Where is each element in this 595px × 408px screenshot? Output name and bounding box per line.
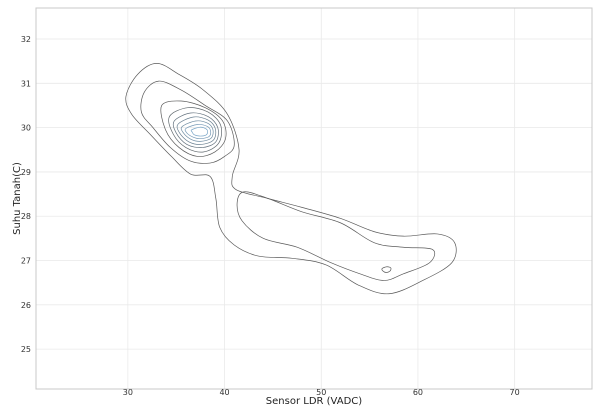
contour-level-1: [125, 63, 457, 295]
x-tick-70: 70: [510, 388, 520, 397]
x-axis-label: Sensor LDR (VADC): [266, 396, 362, 407]
contour-level-3: [236, 191, 436, 281]
y-tick-32: 32: [21, 35, 31, 44]
y-tick-25: 25: [21, 345, 31, 354]
y-tick-30: 30: [21, 124, 31, 133]
contour-level-2: [140, 80, 235, 164]
contour-level-6: [172, 112, 219, 148]
contour-level-7: [176, 116, 217, 145]
x-tick-30: 30: [123, 388, 133, 397]
x-tick-60: 60: [413, 388, 423, 397]
y-axis-label: Suhu Tanah(C): [12, 162, 23, 235]
contour-level-10: [190, 126, 208, 137]
y-tick-28: 28: [21, 212, 31, 221]
x-tick-50: 50: [316, 388, 326, 397]
contour-level-11: [381, 266, 392, 273]
y-tick-27: 27: [21, 257, 31, 266]
contour-level-5: [168, 107, 222, 153]
x-tick-labels: 30 40 50 60 70: [123, 388, 520, 397]
contour-level-4: [160, 100, 227, 157]
y-tick-26: 26: [21, 301, 31, 310]
contour-level-8: [180, 120, 214, 142]
y-tick-labels: 25 26 27 28 29 30 31 32: [21, 35, 31, 354]
grid: [36, 8, 592, 389]
x-tick-40: 40: [219, 388, 229, 397]
contour-level-9: [184, 124, 212, 140]
y-tick-29: 29: [21, 168, 31, 177]
plot-frame: [35, 7, 593, 390]
y-tick-31: 31: [21, 79, 31, 88]
contour-lines: [125, 63, 457, 295]
